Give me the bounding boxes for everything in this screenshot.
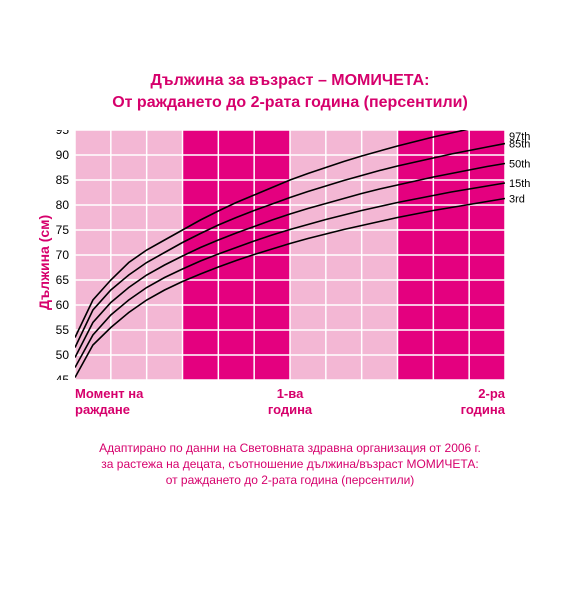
chart-title-line2: От раждането до 2-рата година (персентил… bbox=[0, 92, 580, 114]
y-tick-label: 60 bbox=[56, 298, 70, 312]
growth-chart-svg: 455055606570758085909597th85th50th15th3r… bbox=[47, 130, 545, 380]
percentile-label: 85th bbox=[509, 139, 530, 151]
y-tick-label: 75 bbox=[56, 223, 70, 237]
chart-plot-area: 455055606570758085909597th85th50th15th3r… bbox=[47, 130, 545, 380]
x-axis-label-line: година bbox=[461, 402, 505, 418]
chart-footer-line: Адаптирано по данни на Световната здравн… bbox=[0, 440, 580, 456]
y-tick-label: 95 bbox=[56, 130, 70, 137]
y-tick-label: 50 bbox=[56, 348, 70, 362]
y-tick-label: 65 bbox=[56, 273, 70, 287]
percentile-label: 15th bbox=[509, 178, 530, 190]
y-tick-label: 55 bbox=[56, 323, 70, 337]
growth-chart-card: Дължина за възраст – МОМИЧЕТА: От раждан… bbox=[0, 0, 580, 597]
chart-footer-line: от раждането до 2-рата година (персентил… bbox=[0, 472, 580, 488]
chart-title: Дължина за възраст – МОМИЧЕТА: От раждан… bbox=[0, 70, 580, 113]
y-tick-label: 70 bbox=[56, 248, 70, 262]
x-axis-label-line: година bbox=[268, 402, 312, 418]
y-tick-label: 90 bbox=[56, 148, 70, 162]
x-axis-label: 1-вагодина bbox=[268, 386, 312, 417]
y-tick-label: 80 bbox=[56, 198, 70, 212]
x-axis-label-line: 2-ра bbox=[461, 386, 505, 402]
chart-title-line1: Дължина за възраст – МОМИЧЕТА: bbox=[0, 70, 580, 92]
x-axis-label-line: раждане bbox=[75, 402, 143, 418]
percentile-label: 3rd bbox=[509, 194, 525, 206]
x-axis-label-line: 1-ва bbox=[268, 386, 312, 402]
chart-footer: Адаптирано по данни на Световната здравн… bbox=[0, 440, 580, 489]
y-tick-label: 45 bbox=[56, 373, 70, 380]
chart-footer-line: за растежа на децата, съотношение дължин… bbox=[0, 456, 580, 472]
x-axis-label: 2-рагодина bbox=[461, 386, 505, 417]
x-axis-label-line: Момент на bbox=[75, 386, 143, 402]
x-axis-label: Момент нараждане bbox=[75, 386, 143, 417]
y-tick-label: 85 bbox=[56, 173, 70, 187]
percentile-label: 50th bbox=[509, 159, 530, 171]
